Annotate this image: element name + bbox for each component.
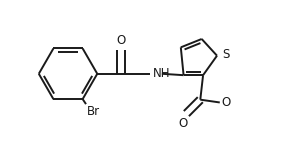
Text: O: O [221,96,230,109]
Text: S: S [222,48,230,61]
Text: O: O [178,117,188,130]
Text: NH: NH [152,67,170,80]
Text: O: O [116,34,126,47]
Text: Br: Br [87,105,100,118]
